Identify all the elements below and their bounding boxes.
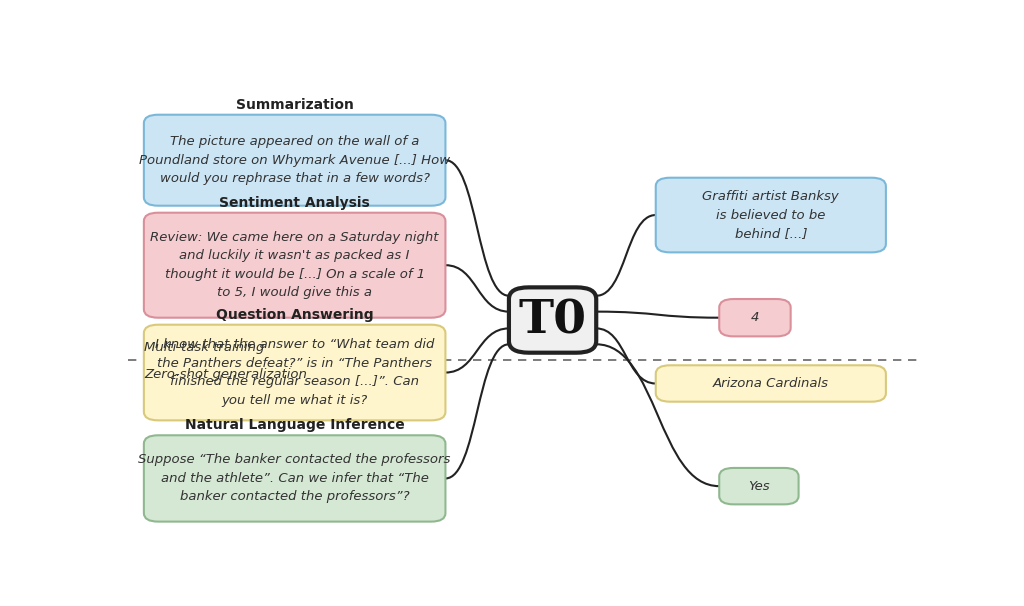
Text: 4: 4: [751, 311, 759, 324]
Text: Suppose “The banker contacted the professors
and the athlete”. Can we infer that: Suppose “The banker contacted the profes…: [138, 453, 451, 504]
Text: Zero-shot generalization: Zero-shot generalization: [143, 368, 307, 381]
FancyBboxPatch shape: [143, 435, 445, 522]
FancyBboxPatch shape: [719, 299, 791, 336]
Text: Question Answering: Question Answering: [216, 308, 374, 322]
FancyBboxPatch shape: [655, 365, 886, 402]
Text: T0: T0: [518, 297, 587, 343]
FancyBboxPatch shape: [655, 178, 886, 252]
Text: Multi-task training: Multi-task training: [143, 341, 264, 354]
FancyBboxPatch shape: [509, 287, 596, 353]
Text: Natural Language Inference: Natural Language Inference: [184, 419, 404, 433]
FancyBboxPatch shape: [143, 213, 445, 318]
Text: Review: We came here on a Saturday night
and luckily it wasn't as packed as I
th: Review: We came here on a Saturday night…: [151, 231, 439, 299]
Text: I know that the answer to “What team did
the Panthers defeat?” is in “The Panthe: I know that the answer to “What team did…: [155, 338, 434, 407]
Text: Arizona Cardinals: Arizona Cardinals: [713, 377, 828, 390]
Text: Sentiment Analysis: Sentiment Analysis: [219, 196, 370, 210]
FancyBboxPatch shape: [143, 325, 445, 421]
Text: Summarization: Summarization: [236, 98, 353, 112]
Text: Yes: Yes: [749, 479, 770, 493]
Text: Graffiti artist Banksy
is believed to be
behind [...]: Graffiti artist Banksy is believed to be…: [702, 190, 840, 240]
FancyBboxPatch shape: [719, 468, 799, 504]
FancyBboxPatch shape: [143, 115, 445, 205]
Text: The picture appeared on the wall of a
Poundland store on Whymark Avenue [...] Ho: The picture appeared on the wall of a Po…: [139, 135, 451, 185]
